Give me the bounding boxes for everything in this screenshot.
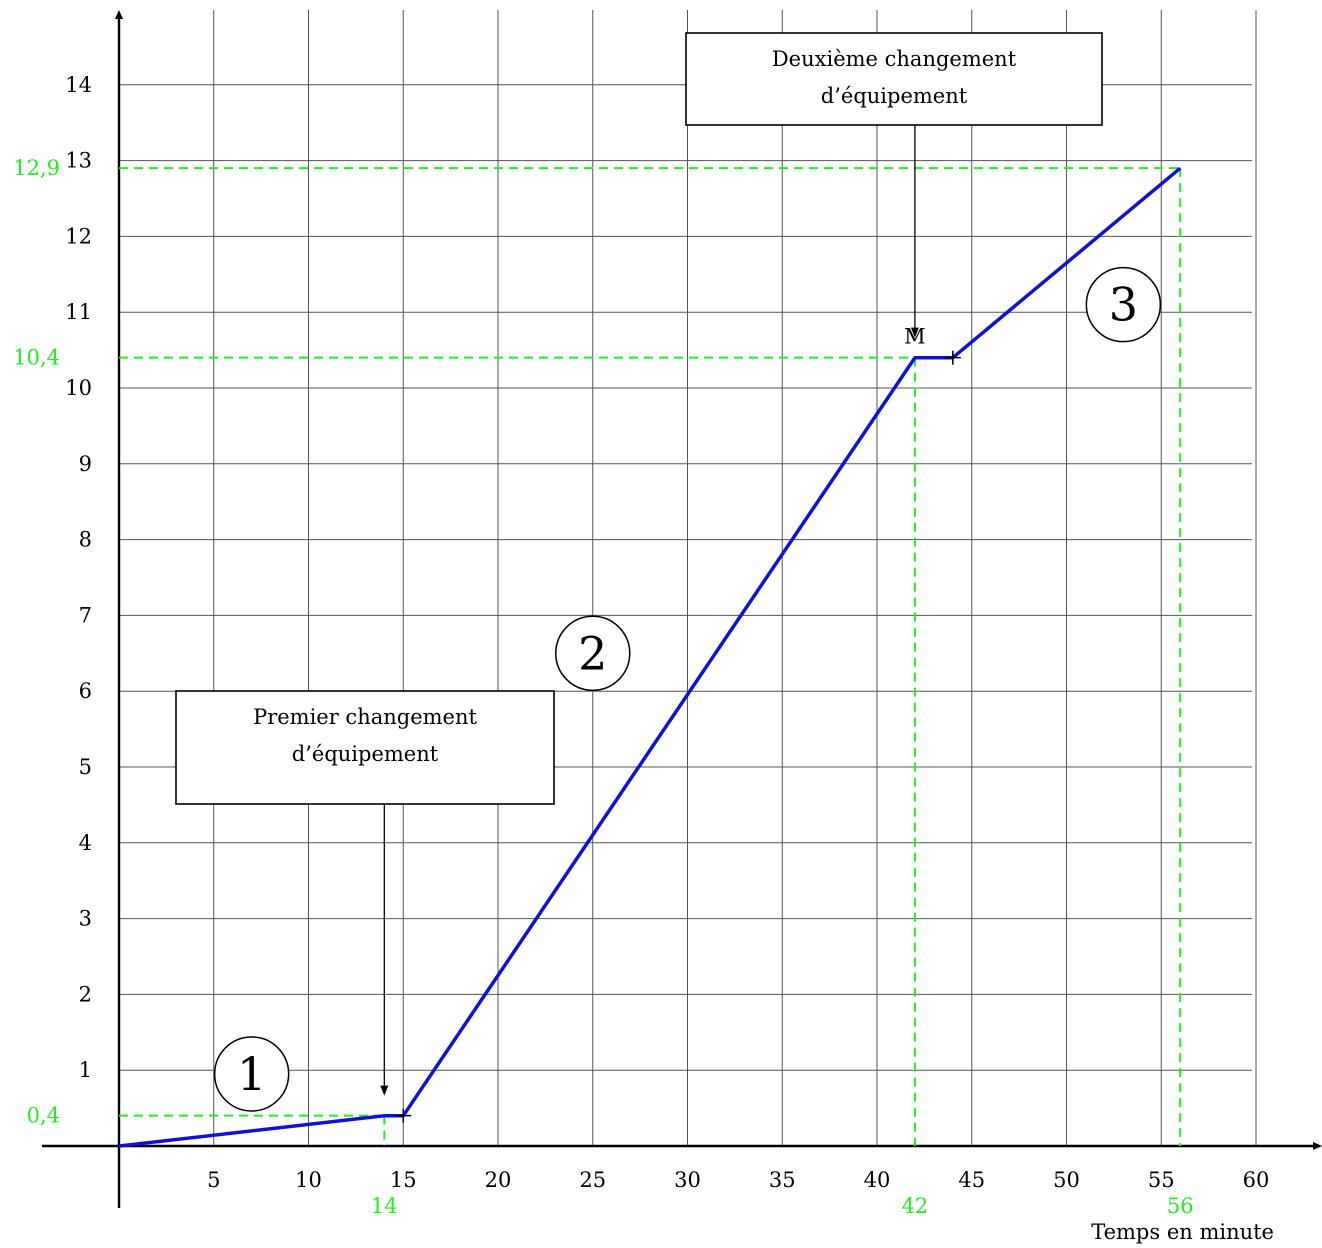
x-tick-label: 5 (207, 1168, 220, 1192)
x-tick-label: 25 (579, 1168, 606, 1192)
y-tick-label: 1 (79, 1058, 92, 1082)
x-axis-arrowhead (1313, 1142, 1322, 1150)
callouts: Premier changement d’équipement Deuxième c… (175, 32, 1103, 1096)
reference-x-label: 42 (902, 1194, 929, 1218)
x-tick-label: 15 (390, 1168, 417, 1192)
x-axis-label: Temps en minute (1091, 1220, 1274, 1244)
data-line (118, 166, 1182, 1148)
reference-y-label: 12,9 (13, 156, 60, 180)
reference-x-label: 14 (371, 1194, 398, 1218)
y-tick-label: 2 (79, 982, 92, 1006)
y-tick-label: 6 (79, 679, 92, 703)
segment-number-label: 2 (578, 626, 607, 680)
reference-x-label: 56 (1167, 1194, 1194, 1218)
segment-number-circle (555, 615, 631, 692)
y-tick-label: 14 (65, 73, 92, 97)
tick-labels: 5 10 15 20 25 30 35 40 45 50 55 6012345678910111213… (65, 73, 1269, 1192)
x-tick-label: 40 (864, 1168, 891, 1192)
x-tick-label: 45 (958, 1168, 985, 1192)
callout-text: Deuxième changement (772, 47, 1017, 71)
callout-box (175, 690, 555, 805)
x-tick-label: 10 (295, 1168, 322, 1192)
y-tick-label: 3 (79, 907, 92, 931)
x-tick-label: 55 (1148, 1168, 1175, 1192)
y-tick-label: 13 (65, 149, 92, 173)
callout-text: d’équipement (292, 742, 439, 766)
segment-number-label: 3 (1109, 278, 1138, 332)
callout-arrowhead (380, 1085, 389, 1096)
y-tick-label: 12 (65, 224, 92, 248)
grid (119, 10, 1257, 1146)
y-axis-arrowhead (115, 10, 123, 19)
y-tick-label: 10 (65, 376, 92, 400)
axes (42, 10, 1322, 1208)
reference-y-label: 10,4 (13, 346, 60, 370)
callout-text: d’équipement (821, 84, 968, 108)
y-tick-label: 7 (79, 603, 92, 627)
circled-labels: 1 2 3 (213, 266, 1162, 1112)
callout-text: Premier changement (253, 705, 477, 729)
y-tick-label: 4 (79, 831, 92, 855)
y-tick-label: 11 (65, 300, 92, 324)
callout-box (685, 32, 1103, 126)
y-tick-label: 9 (79, 452, 92, 476)
reference-y-label: 0,4 (27, 1104, 60, 1128)
callout-arrowhead (910, 327, 919, 338)
x-tick-label: 30 (674, 1168, 701, 1192)
series: M (118, 166, 1182, 1148)
x-tick-label: 20 (485, 1168, 512, 1192)
x-tick-label: 60 (1243, 1168, 1270, 1192)
segment-number-circle (1085, 266, 1162, 343)
x-tick-label: 50 (1053, 1168, 1080, 1192)
segment-number-circle (213, 1036, 290, 1112)
x-tick-label: 35 (769, 1168, 796, 1192)
segment-number-label: 1 (237, 1047, 266, 1101)
y-tick-label: 8 (79, 528, 92, 552)
y-tick-label: 5 (79, 755, 92, 779)
